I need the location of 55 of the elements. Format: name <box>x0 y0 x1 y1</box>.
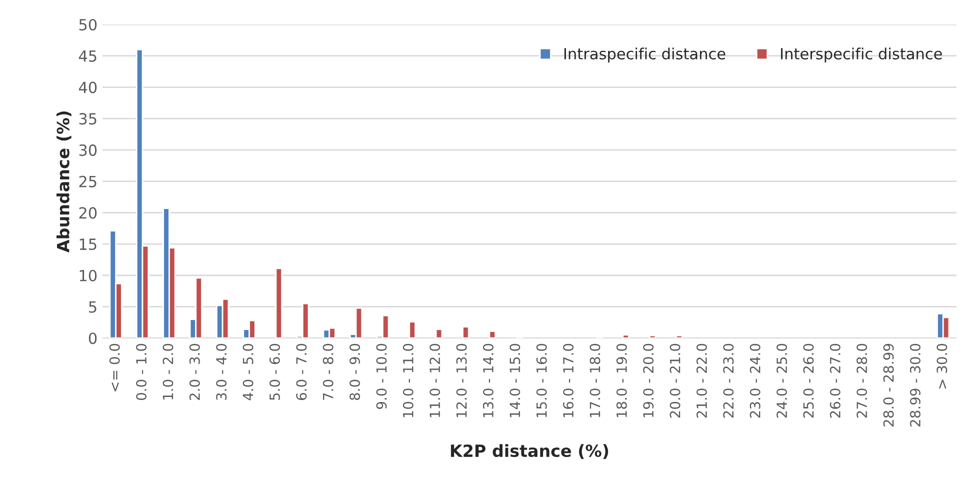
x-tick-label: 28.99 - 30.0 <box>910 344 920 426</box>
y-tick-label: 25 <box>79 176 96 188</box>
y-tick-label: 40 <box>78 82 97 94</box>
y-tick-label: 10 <box>80 270 97 282</box>
x-tick-label: 9.0 - 10.0 <box>376 344 387 409</box>
x-tick-label: 13.0 - 14.0 <box>482 344 494 418</box>
x-tick-label: 0.0 - 1.0 <box>136 344 147 400</box>
x-tick-label: 12.0 - 13.0 <box>456 344 467 418</box>
x-tick-label: 23.0 - 24.0 <box>750 344 760 418</box>
x-tick-label: 24.0 - 25.0 <box>776 344 788 418</box>
y-tick-label: 30 <box>79 144 97 156</box>
y-axis-title: Abundance (%) <box>56 111 72 252</box>
x-tick-label: 5.0 - 6.0 <box>269 344 280 400</box>
y-tick-label: 15 <box>80 238 96 250</box>
bar <box>408 321 416 338</box>
y-tick-label: 5 <box>89 301 96 313</box>
x-tick-label: 10.0 - 11.0 <box>402 344 414 418</box>
bar <box>435 328 443 338</box>
bar <box>462 326 470 338</box>
bar <box>622 334 630 338</box>
y-tick-label: 45 <box>78 50 96 62</box>
bar <box>676 334 683 338</box>
x-tick-label: 8.0 - 9.0 <box>350 344 360 400</box>
y-tick-label: 0 <box>88 332 97 344</box>
x-tick-label: 19.0 - 20.0 <box>643 344 654 418</box>
x-tick-label: 14.0 - 15.0 <box>510 344 520 418</box>
bar <box>488 330 496 338</box>
x-tick-label: 20.0 - 21.0 <box>670 344 680 418</box>
x-tick-label: 18.0 - 19.0 <box>616 344 627 418</box>
x-tick-label: 2.0 - 3.0 <box>189 344 200 400</box>
x-tick-label: 15.0 - 16.0 <box>536 344 547 418</box>
y-tick-label: 35 <box>79 113 96 125</box>
x-tick-label: 16.0 - 17.0 <box>563 344 574 418</box>
bar <box>648 334 656 338</box>
x-tick-label: 25.0 - 26.0 <box>803 344 814 418</box>
x-tick-label: 28.0 - 28.99 <box>883 344 894 426</box>
y-tick-label: 20 <box>79 207 97 219</box>
x-tick-label: 11.0 - 12.0 <box>430 344 440 418</box>
x-tick-label: 4.0 - 5.0 <box>242 344 254 400</box>
x-tick-label: > 30.0 <box>936 344 948 388</box>
x-tick-label: 26.0 - 27.0 <box>830 344 840 418</box>
bar <box>275 268 283 338</box>
x-tick-label: 7.0 - 8.0 <box>322 344 334 400</box>
x-tick-label: 3.0 - 4.0 <box>216 344 227 400</box>
y-tick-label: 50 <box>79 18 97 31</box>
legend-label: Interspecific distance <box>781 48 942 62</box>
x-axis-title: K2P distance (%) <box>450 444 608 460</box>
x-tick-label: 21.0 - 22.0 <box>696 344 707 418</box>
legend-label: Intraspecific distance <box>564 48 726 62</box>
x-tick-label: 27.0 - 28.0 <box>856 344 868 418</box>
x-tick-label: 1.0 - 2.0 <box>162 344 174 400</box>
x-tick-label: 6.0 - 7.0 <box>296 344 307 400</box>
x-tick-label: 17.0 - 18.0 <box>590 344 600 418</box>
x-tick-label: 22.0 - 23.0 <box>723 344 734 418</box>
x-tick-label: <= 0.0 <box>109 344 120 392</box>
